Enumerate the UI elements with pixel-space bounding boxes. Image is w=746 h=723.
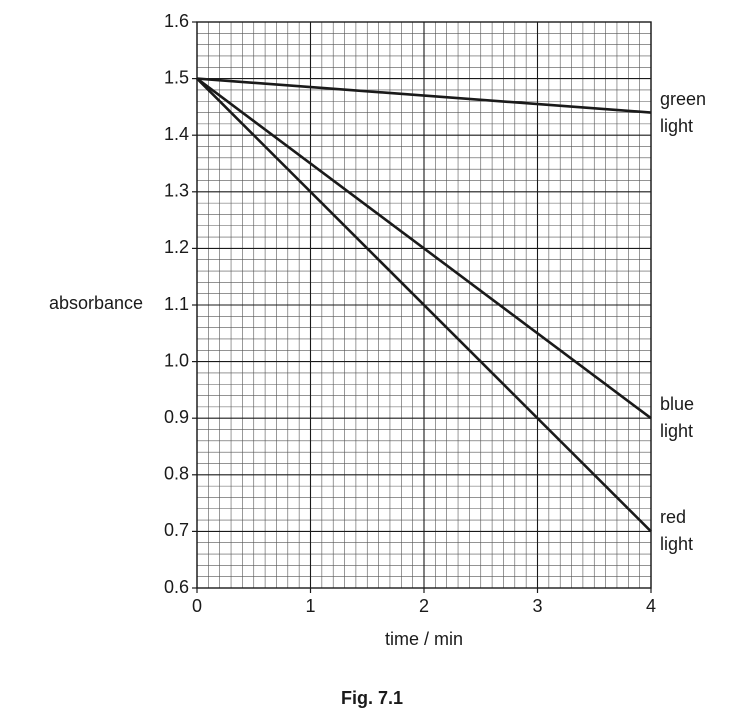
y-tick-label: 1.5 xyxy=(164,67,189,87)
y-tick-label: 0.8 xyxy=(164,464,189,484)
series-line xyxy=(196,77,652,114)
series-label: red light xyxy=(660,507,694,555)
y-tick-label: 0.9 xyxy=(164,407,189,427)
series-label: green light xyxy=(660,88,707,136)
x-tick-label: 2 xyxy=(419,596,429,616)
series-label: blue light xyxy=(660,394,695,442)
caption: Fig. 7.1 xyxy=(341,688,403,708)
y-tick-label: 1.6 xyxy=(164,11,189,31)
y-tick-label: 1.1 xyxy=(164,294,189,314)
series-line xyxy=(196,77,652,533)
y-tick-label: 1.3 xyxy=(164,181,189,201)
x-tick-label: 4 xyxy=(646,596,656,616)
x-axis-label: time / min xyxy=(385,629,463,649)
y-tick-label: 1.2 xyxy=(164,237,189,257)
plot-frame xyxy=(196,21,652,589)
y-axis-label: absorbance xyxy=(49,293,143,313)
y-tick-label: 1.4 xyxy=(164,124,189,144)
x-tick-label: 3 xyxy=(532,596,542,616)
x-tick-label: 1 xyxy=(305,596,315,616)
y-tick-label: 0.6 xyxy=(164,577,189,597)
y-tick-label: 1.0 xyxy=(164,350,189,370)
y-tick-label: 0.7 xyxy=(164,520,189,540)
x-tick-label: 0 xyxy=(192,596,202,616)
series-line xyxy=(196,77,652,420)
